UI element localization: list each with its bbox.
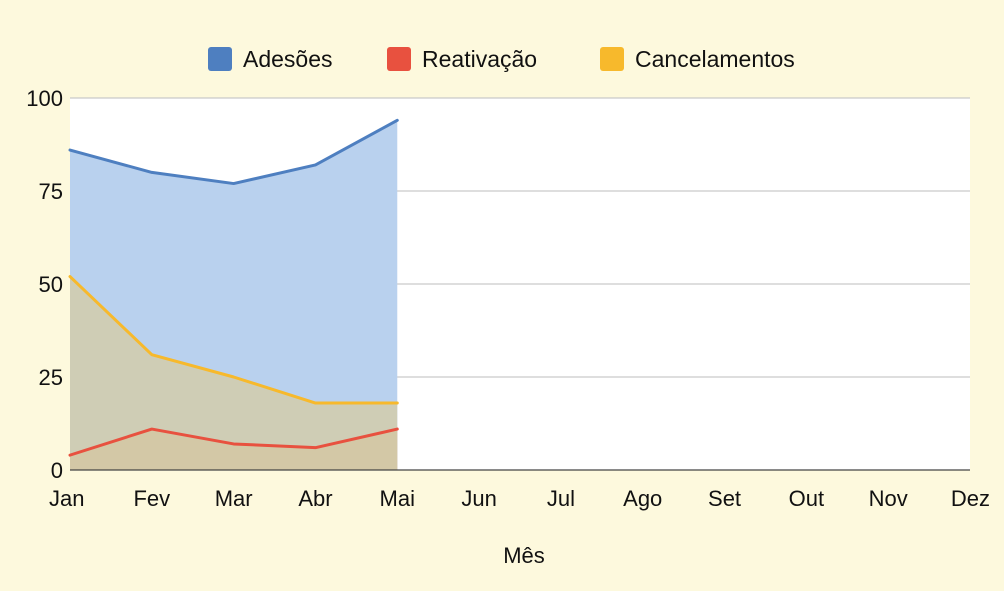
area-3 [70,276,398,470]
series-areas [70,120,398,470]
x-tick-label: Nov [869,486,908,511]
x-tick-label: Set [708,486,741,511]
legend-swatch [387,47,411,71]
x-tick-label: Out [789,486,824,511]
x-tick-label: Fev [133,486,170,511]
y-tick-label: 0 [51,458,63,483]
x-tick-label: Mar [215,486,253,511]
x-axis-title: Mês [503,543,545,568]
series-lines [68,118,399,457]
line-2 [68,427,399,457]
y-tick-label: 75 [39,179,63,204]
x-tick-label: Mai [380,486,415,511]
legend-label: Adesões [243,46,333,72]
legend-label: Cancelamentos [635,46,795,72]
legend-swatch [600,47,624,71]
x-tick-label: Ago [623,486,662,511]
x-tick-label: Jul [547,486,575,511]
legend-swatch [208,47,232,71]
legend-label: Reativação [422,46,537,72]
y-tick-label: 25 [39,365,63,390]
y-tick-label: 100 [26,86,63,111]
line-1 [68,118,399,186]
y-tick-labels: 0 25 50 75 100 [26,86,63,483]
line-3 [68,275,399,405]
x-tick-label: Jan [49,486,84,511]
x-tick-labels: Jan Fev Mar Abr Mai Jun Jul Ago Set Out Nov Dez [49,486,990,511]
x-tick-label: Abr [298,486,332,511]
legend: Adesões Reativação Cancelamentos [208,46,795,72]
x-tick-label: Dez [951,486,990,511]
y-tick-label: 50 [39,272,63,297]
x-tick-label: Jun [461,486,496,511]
